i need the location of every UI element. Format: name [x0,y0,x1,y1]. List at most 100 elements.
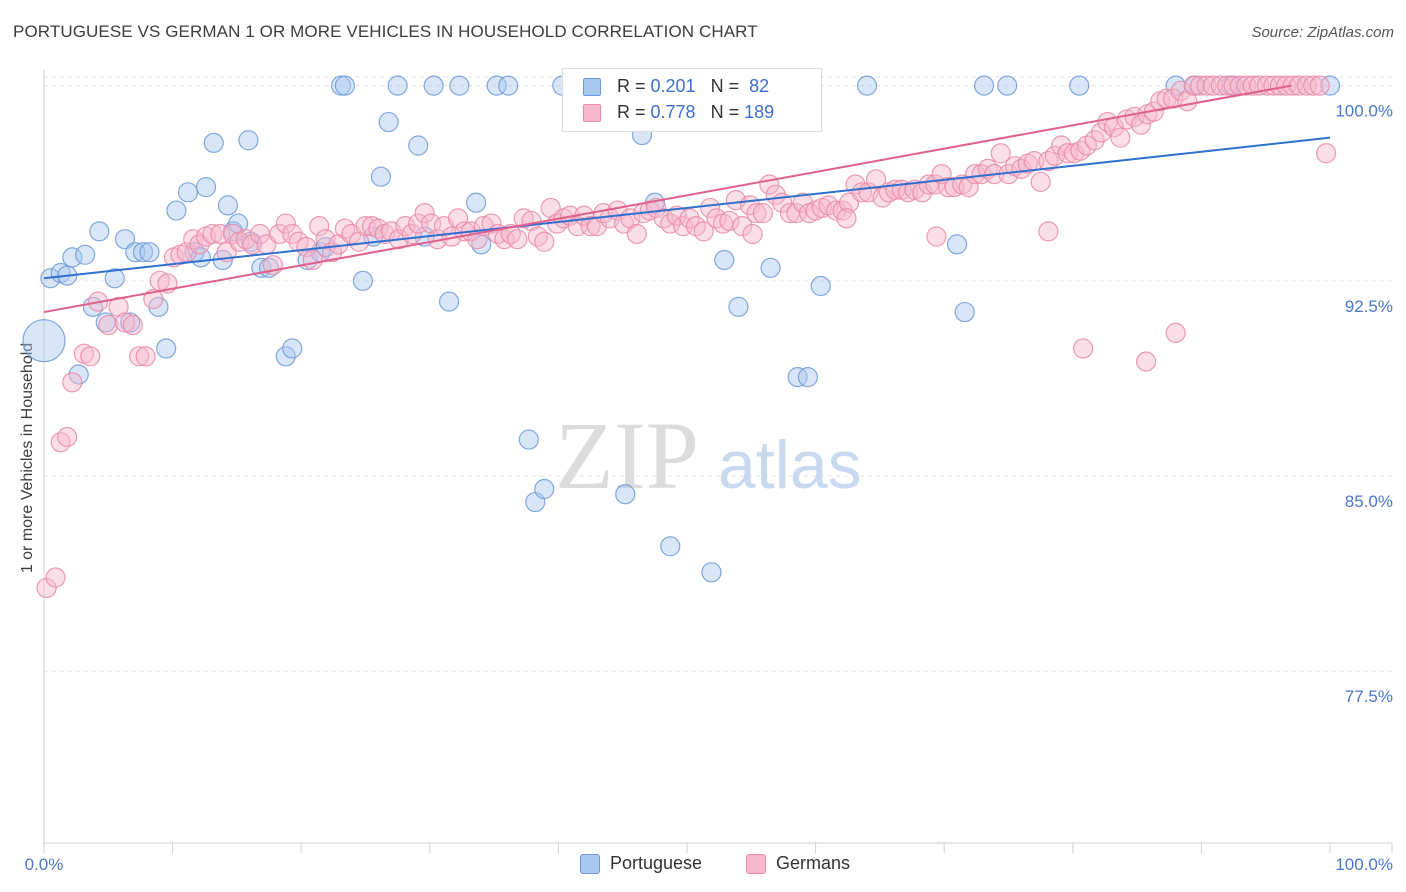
n-label: N = [710,76,745,96]
germans-point [1165,322,1186,343]
portuguese-point [75,244,96,265]
germans-point [1202,75,1224,96]
gridlines [44,76,1392,672]
portuguese-point [728,296,749,317]
portuguese-swatch [583,78,601,96]
germans-swatch [583,104,601,122]
portuguese-trend-line [43,136,1331,280]
germans-point [1309,75,1330,96]
portuguese-point [62,247,83,268]
portuguese-point [166,200,187,221]
germans-point [742,223,763,245]
portuguese-point [125,242,146,263]
portuguese-point [352,270,374,291]
germans-point [1303,75,1324,96]
germans-point [275,213,296,234]
germans-point [1057,143,1078,164]
portuguese-point [954,301,975,323]
portuguese-point [465,192,487,213]
germans-point [944,177,965,198]
portuguese-point [660,536,681,557]
portuguese-point [856,75,878,96]
germans-points [36,75,1337,599]
germans-point [752,203,773,224]
portuguese-point [701,562,722,583]
portuguese-point [387,75,408,96]
portuguese-point [449,75,470,96]
germans-point [826,200,847,221]
germans-point [1072,338,1094,359]
chart-title: PORTUGUESE VS GERMAN 1 OR MORE VEHICLES … [13,22,758,41]
germans-point [693,221,714,242]
portuguese-point [714,249,735,271]
portuguese-stats: R = 0.201 N = 82 [617,76,769,97]
watermark-atlas: atlas [718,427,862,503]
portuguese-n-value: 82 [749,76,770,96]
germans-point [242,234,263,255]
portuguese-point [518,429,539,450]
portuguese-point [156,338,177,359]
germans-point [222,223,244,245]
portuguese-point [423,75,444,96]
germans-point [1030,171,1051,193]
germans-point [1124,106,1145,127]
germans-legend-label: Germans [776,853,851,873]
germans-r-value: 0.778 [650,102,696,122]
germans-n-value: 189 [744,102,775,122]
portuguese-point [438,291,460,312]
portuguese-point [615,484,636,505]
portuguese-point [238,130,259,151]
germans-point [1196,75,1217,96]
portuguese-point [22,319,66,363]
germans-point [1130,114,1152,135]
germans-trend-line [43,84,1292,314]
y-tick-label: 100.0% [1335,102,1393,121]
axes [43,70,1393,853]
germans-point [580,216,601,237]
portuguese-point [104,268,125,289]
watermark-zip: ZIP [555,402,699,509]
x-tick-label: 100.0% [1335,855,1393,874]
portuguese-point [68,364,89,385]
portuguese-point [370,166,392,187]
portuguese-point [534,478,555,500]
germans-point [666,205,687,226]
germans-point [1242,75,1263,96]
portuguese-point [89,221,110,242]
germans-point [719,210,740,232]
portuguese-legend-swatch [580,854,600,874]
y-tick-label: 85.0% [1345,492,1393,511]
germans-point [679,208,700,229]
germans-point [626,223,647,245]
tick-labels: 100.0% 92.5% 85.0% 77.5% 0.0% 100.0% [25,102,1393,874]
germans-point [45,567,66,588]
portuguese-point [120,312,141,333]
portuguese-point [378,111,399,133]
portuguese-point [486,75,507,96]
portuguese-point [177,182,199,203]
germans-point [1090,122,1112,143]
y-tick-label: 77.5% [1345,687,1393,706]
portuguese-point [132,242,154,263]
trend-lines [43,84,1331,314]
germans-point [62,372,83,393]
portuguese-point [195,177,217,198]
r-label: R = [617,102,651,122]
germans-point [1282,75,1303,96]
portuguese-point [946,234,968,255]
germans-point [282,223,303,245]
germans-point [926,226,947,247]
germans-point [534,231,555,252]
germans-point [129,346,150,367]
germans-point [660,213,681,234]
portuguese-legend-label: Portuguese [610,853,703,873]
n-label: N = [710,102,745,122]
portuguese-point [973,75,995,96]
germans-point [1051,135,1072,156]
germans-point [1136,351,1157,372]
germans-point [1316,143,1337,164]
germans-point [1044,145,1065,166]
portuguese-point [760,257,781,278]
germans-point [315,229,336,250]
